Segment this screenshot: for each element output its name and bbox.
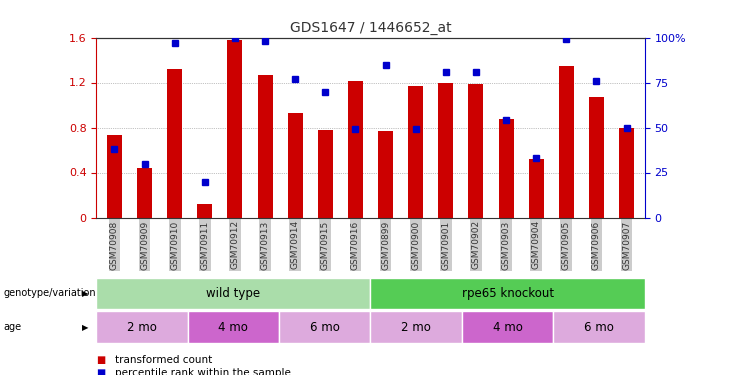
Bar: [378, 131, 393, 218]
Bar: [96, 311, 187, 343]
Text: 6 mo: 6 mo: [310, 321, 339, 334]
Bar: [438, 82, 453, 218]
Bar: [462, 311, 554, 343]
Text: ▶: ▶: [82, 289, 88, 298]
Bar: [619, 128, 634, 218]
Text: ▶: ▶: [82, 322, 88, 332]
Text: 4 mo: 4 mo: [493, 321, 522, 334]
Text: transformed count: transformed count: [115, 355, 212, 365]
Bar: [554, 311, 645, 343]
Bar: [370, 278, 645, 309]
Bar: [279, 311, 370, 343]
Text: 2 mo: 2 mo: [402, 321, 431, 334]
Text: ■: ■: [96, 368, 105, 375]
Bar: [408, 86, 423, 218]
Bar: [137, 168, 152, 217]
Text: 4 mo: 4 mo: [219, 321, 248, 334]
Text: rpe65 knockout: rpe65 knockout: [462, 287, 554, 300]
Bar: [499, 118, 514, 218]
Text: percentile rank within the sample: percentile rank within the sample: [115, 368, 290, 375]
Bar: [528, 159, 544, 218]
Bar: [589, 97, 604, 218]
Title: GDS1647 / 1446652_at: GDS1647 / 1446652_at: [290, 21, 451, 35]
Bar: [107, 135, 122, 218]
Bar: [258, 75, 273, 217]
Bar: [197, 204, 213, 218]
Bar: [559, 66, 574, 218]
Text: wild type: wild type: [206, 287, 261, 300]
Bar: [370, 311, 462, 343]
Bar: [468, 84, 483, 218]
Bar: [187, 311, 279, 343]
Text: 6 mo: 6 mo: [584, 321, 614, 334]
Text: ■: ■: [96, 355, 105, 365]
Bar: [348, 81, 363, 218]
Bar: [318, 130, 333, 218]
Bar: [167, 69, 182, 218]
Text: genotype/variation: genotype/variation: [4, 288, 96, 298]
Bar: [288, 113, 303, 218]
Text: 2 mo: 2 mo: [127, 321, 157, 334]
Bar: [227, 40, 242, 218]
Bar: [96, 278, 370, 309]
Text: age: age: [4, 322, 21, 332]
